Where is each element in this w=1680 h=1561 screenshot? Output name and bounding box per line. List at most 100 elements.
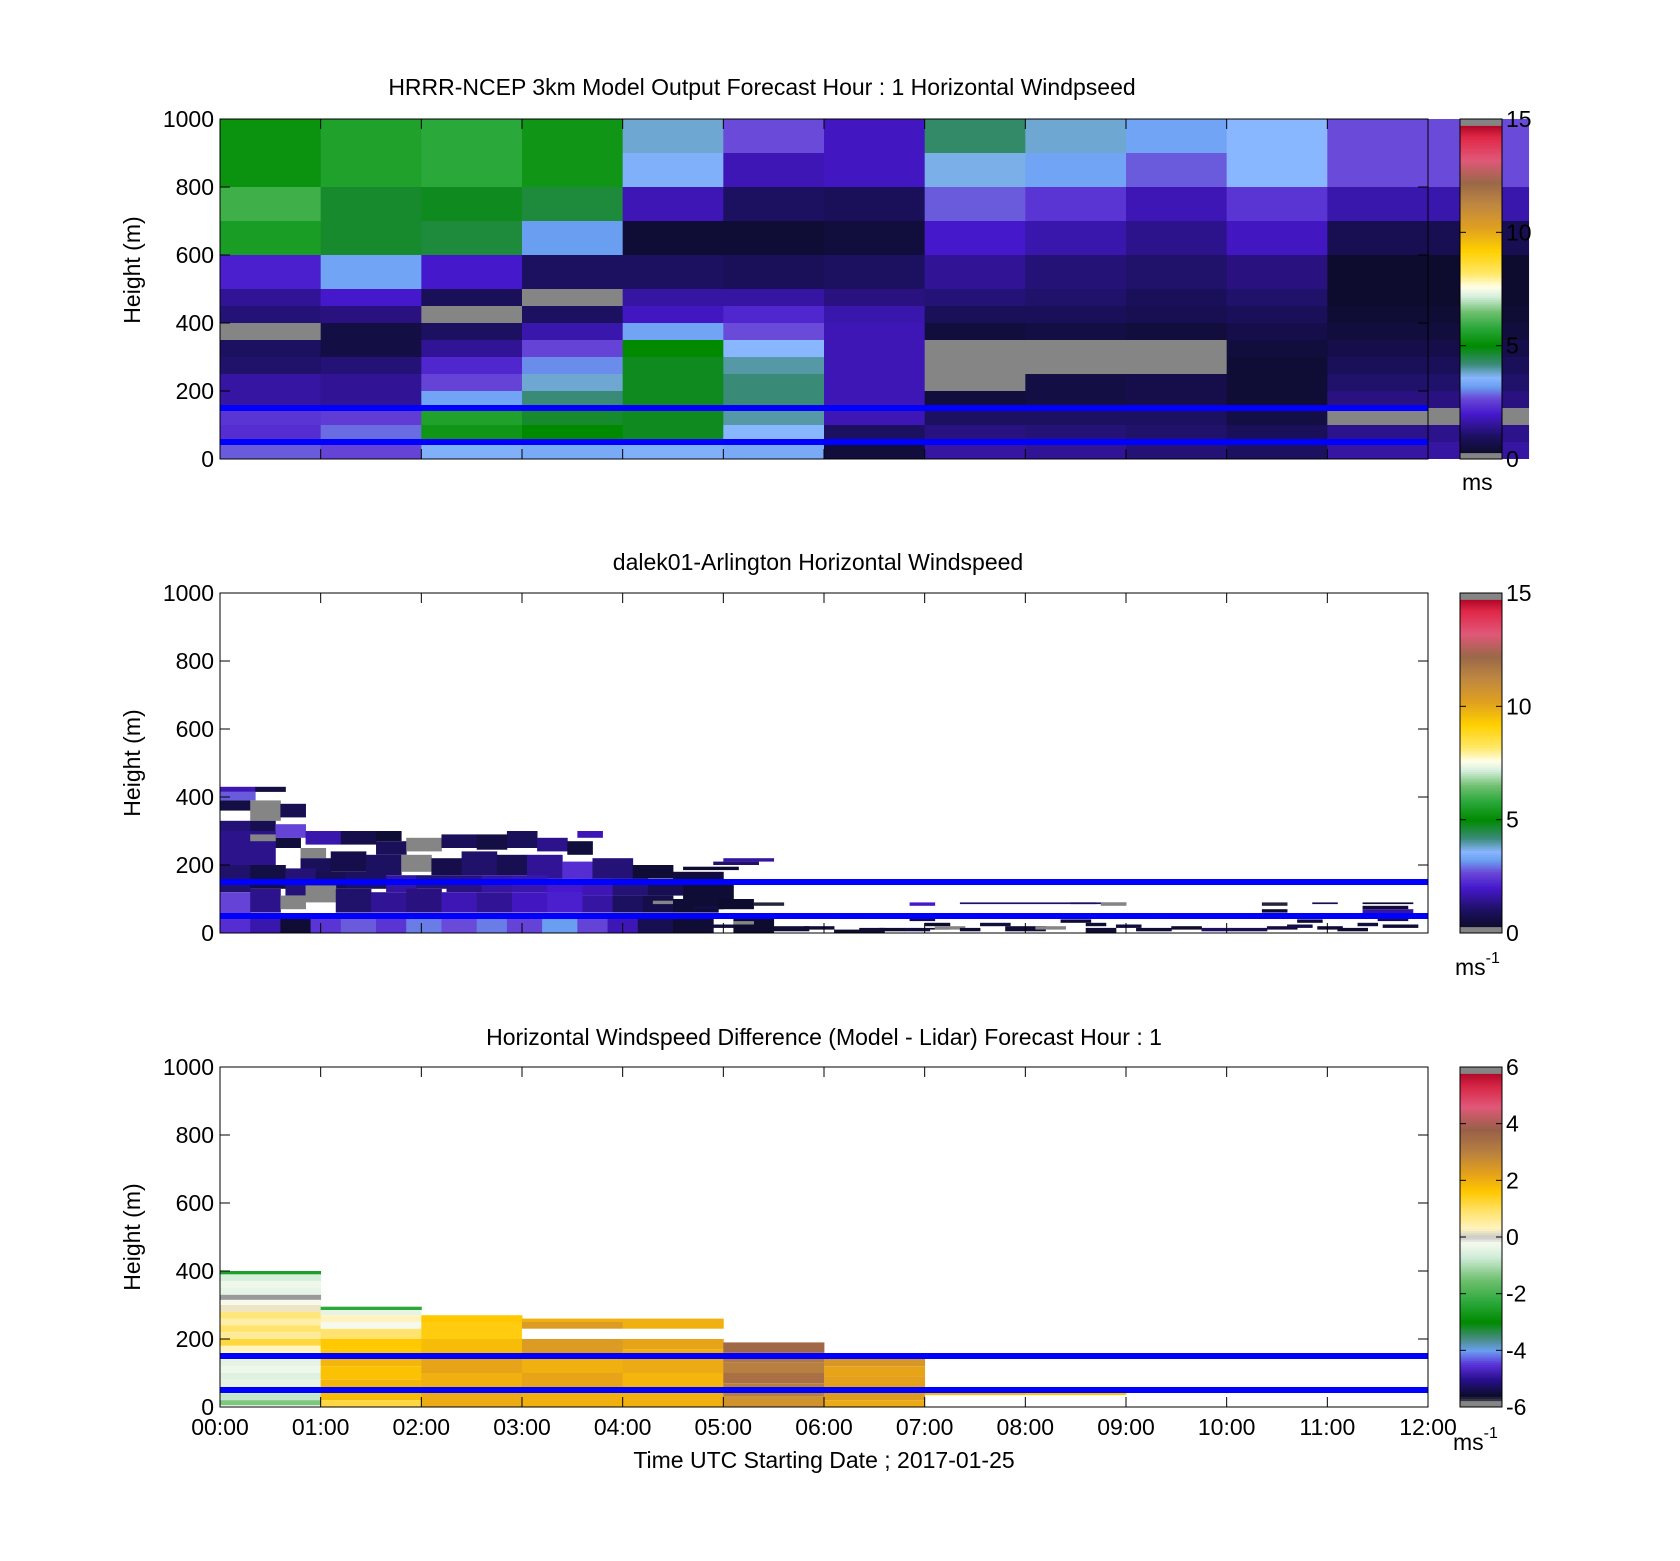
colorbar-swatch — [1460, 771, 1502, 775]
colorbar-swatch — [1460, 344, 1502, 347]
colorbar-swatch — [1460, 286, 1502, 290]
colorbar-swatch — [1460, 1336, 1502, 1340]
colorbar-swatch — [1460, 1230, 1502, 1234]
heatmap-cell — [1382, 924, 1419, 928]
colorbar-swatch — [1460, 246, 1502, 250]
colorbar-swatch — [1460, 312, 1502, 316]
colorbar-swatch — [1460, 716, 1502, 719]
colorbar-swatch — [1460, 1258, 1502, 1261]
heatmap-cell — [220, 800, 251, 811]
colorbar-swatch — [1460, 1126, 1502, 1130]
colorbar-swatch — [1460, 1211, 1502, 1215]
colorbar-swatch — [1460, 837, 1502, 841]
colorbar-swatch — [1460, 127, 1502, 131]
colorbar-swatch — [1460, 121, 1502, 124]
y-tick-label: 1000 — [163, 106, 214, 132]
colorbar-swatch — [1460, 1079, 1502, 1083]
colorbar-swatch — [1460, 297, 1502, 301]
panel-model-reflines — [220, 405, 1428, 445]
panel-lidar-cells — [220, 786, 1419, 933]
colorbar-swatch — [1460, 212, 1502, 216]
colorbar-swatch — [1460, 735, 1502, 739]
colorbar-swatch — [1460, 1217, 1502, 1221]
colorbar-swatch — [1460, 393, 1502, 396]
heatmap-cell — [904, 927, 931, 932]
colorbar-swatch — [1460, 433, 1502, 437]
heatmap-cell — [567, 841, 593, 855]
colorbar-swatch — [1460, 737, 1502, 741]
colorbar-swatch — [1460, 888, 1502, 892]
colorbar-swatch — [1460, 595, 1502, 598]
heatmap-cell — [723, 1362, 825, 1373]
heatmap-cell — [476, 892, 513, 913]
heatmap-cell — [275, 824, 306, 838]
colorbar-swatch — [1460, 656, 1502, 660]
colorbar-swatch — [1460, 1311, 1502, 1315]
colorbar-swatch — [1460, 1392, 1502, 1395]
heatmap-cell — [220, 1379, 322, 1387]
colorbar-swatch — [1460, 661, 1502, 664]
heatmap-cell — [250, 865, 286, 889]
colorbar-swatch — [1460, 658, 1502, 662]
heatmap-cell — [713, 861, 759, 865]
colorbar-swatch — [1460, 1300, 1502, 1304]
y-tick-label: 800 — [176, 1122, 214, 1148]
panel-diff: Horizontal Windspeed Difference (Model -… — [119, 1024, 1527, 1455]
colorbar-swatch — [1460, 763, 1502, 766]
colorbar-swatch — [1460, 865, 1502, 868]
heatmap-cell — [220, 1281, 322, 1288]
heatmap-cell — [220, 1400, 322, 1406]
colorbar-swatch — [1460, 252, 1502, 256]
colorbar-swatch — [1460, 1398, 1502, 1402]
heatmap-cell — [824, 1366, 926, 1377]
colorbar-swatch — [1460, 422, 1502, 426]
colorbar-swatch — [1460, 388, 1502, 392]
heatmap-cell — [673, 916, 714, 933]
colorbar-swatch — [1460, 180, 1502, 184]
colorbar-swatch — [1460, 1207, 1502, 1210]
colorbar-swatch — [1460, 786, 1502, 790]
colorbar-swatch — [1460, 867, 1502, 870]
colorbar-swatch — [1460, 890, 1502, 894]
colorbar-swatch — [1460, 1196, 1502, 1200]
colorbar-swatch — [1460, 280, 1502, 284]
panel-lidar-unit-base: ms — [1455, 954, 1486, 980]
colorbar-swatch — [1460, 652, 1502, 656]
heatmap-cell — [577, 831, 603, 838]
heatmap-cell — [250, 916, 281, 933]
colorbar-swatch — [1460, 641, 1502, 645]
heatmap-cell — [1201, 927, 1233, 932]
colorbar-swatch — [1460, 746, 1502, 749]
colorbar-swatch — [1460, 620, 1502, 624]
heatmap-cell — [320, 1379, 422, 1390]
x-tick-label: 03:00 — [493, 1414, 551, 1440]
heatmap-cell — [330, 851, 367, 872]
colorbar-swatch — [1460, 1256, 1502, 1259]
y-tick-label: 200 — [176, 378, 214, 404]
y-tick-label: 400 — [176, 1258, 214, 1284]
colorbar-swatch — [1460, 695, 1502, 698]
heatmap-cell — [622, 1339, 724, 1350]
colorbar-swatch — [1460, 218, 1502, 222]
panel-diff-colorbar-unit: ms-1 — [1453, 1425, 1498, 1455]
colorbar-swatch — [1460, 705, 1502, 709]
colorbar-swatch — [1460, 1147, 1502, 1151]
colorbar-swatch — [1460, 924, 1502, 928]
colorbar-swatch — [1460, 756, 1502, 760]
colorbar-swatch — [1460, 714, 1502, 717]
colorbar-swatch — [1460, 828, 1502, 832]
heatmap-cell — [683, 866, 739, 871]
colorbar-swatch — [1460, 1249, 1502, 1253]
colorbar-swatch — [1460, 882, 1502, 885]
colorbar-swatch — [1460, 622, 1502, 626]
colorbar-swatch — [1460, 790, 1502, 794]
colorbar-swatch — [1460, 119, 1502, 122]
heatmap-cell — [673, 871, 724, 882]
colorbar-swatch — [1460, 680, 1502, 683]
y-tick-label: 400 — [176, 784, 214, 810]
heatmap-cell — [637, 916, 674, 933]
colorbar-swatch — [1460, 444, 1502, 447]
colorbar-swatch — [1460, 1353, 1502, 1357]
colorbar-swatch — [1460, 788, 1502, 792]
heatmap-cell — [622, 1318, 724, 1329]
